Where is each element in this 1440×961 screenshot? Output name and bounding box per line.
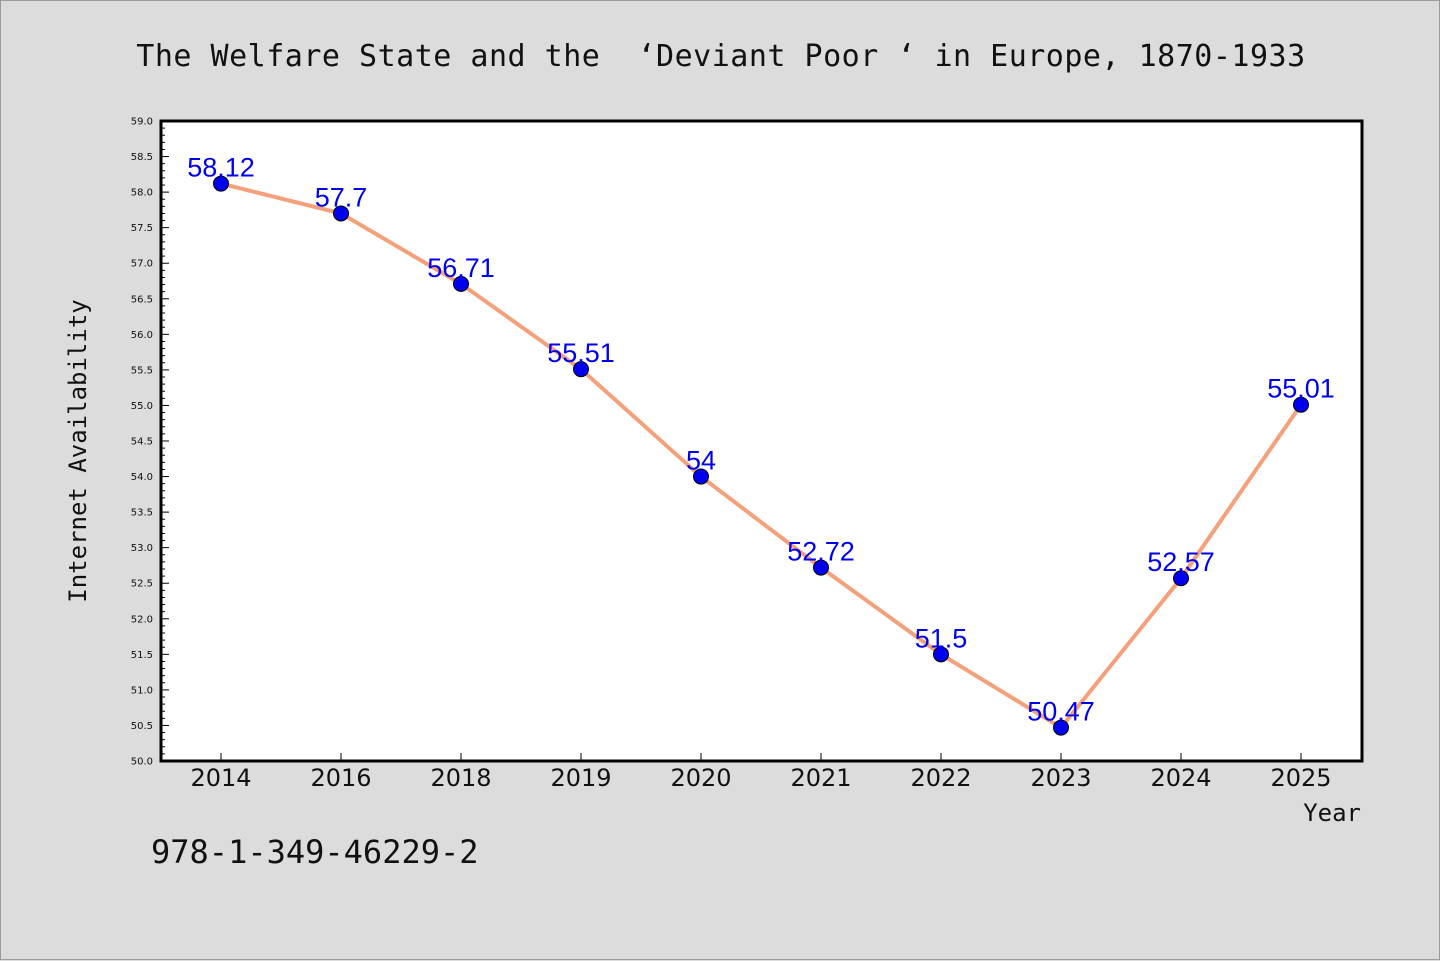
y-tick-label: 52.0 [131, 614, 153, 625]
x-tick-label: 2014 [190, 764, 251, 792]
data-point [1053, 719, 1069, 736]
x-axis-label: Year [1303, 799, 1361, 827]
data-point [813, 559, 829, 576]
y-axis-ticks: 50.0 50.5 51.0 51.5 52.0 52.5 53.0 53.5 54.0 54.5… [131, 117, 169, 768]
data-point [1173, 570, 1189, 587]
data-point [933, 646, 949, 663]
data-point [333, 205, 349, 222]
y-tick-label: 54.0 [131, 472, 153, 483]
x-tick-label: 2016 [310, 764, 371, 792]
y-tick-label: 58.0 [131, 188, 153, 199]
data-label: 52.57 [1147, 547, 1215, 577]
x-tick-label: 2018 [430, 764, 491, 792]
x-axis-ticks: 2014 2016 2018 2019 2020 2021 2022 2023 2024 2025 [190, 753, 1332, 792]
y-tick-label: 55.0 [131, 401, 153, 412]
data-point [1293, 396, 1309, 413]
y-tick-label: 52.5 [131, 579, 153, 590]
y-tick-label: 54.5 [131, 437, 153, 448]
x-tick-label: 2025 [1270, 764, 1331, 792]
data-label: 55.51 [547, 338, 615, 368]
x-tick-label: 2020 [670, 764, 731, 792]
data-label: 50.47 [1027, 697, 1095, 727]
data-point [453, 275, 469, 292]
y-tick-label: 50.5 [131, 721, 153, 732]
series-layer: 58.12 57.7 56.71 55.51 54 52.72 51.5 50.47 52.57… [187, 153, 1335, 736]
y-tick-label: 51.0 [131, 685, 153, 696]
y-tick-label: 59.0 [131, 117, 153, 128]
x-tick-label: 2022 [910, 764, 971, 792]
y-axis-label: Internet Availability [64, 299, 92, 602]
isbn-text: 978-1-349-46229-2 [151, 833, 479, 871]
data-label: 56.71 [427, 253, 495, 283]
y-tick-label: 57.0 [131, 259, 153, 270]
data-point [693, 468, 709, 485]
y-tick-label: 58.5 [131, 152, 153, 163]
y-tick-label: 56.0 [131, 330, 153, 341]
x-tick-label: 2023 [1030, 764, 1091, 792]
chart-title: The Welfare State and the ‘Deviant Poor … [136, 39, 1306, 74]
y-tick-label: 53.0 [131, 543, 153, 554]
y-tick-label: 51.5 [131, 650, 153, 661]
plot-border [159, 119, 1364, 763]
x-tick-label: 2024 [1150, 764, 1211, 792]
data-label: 51.5 [915, 623, 968, 653]
x-tick-label: 2021 [790, 764, 851, 792]
y-tick-label: 57.5 [131, 223, 153, 234]
data-label: 57.7 [315, 182, 368, 212]
data-point [213, 175, 229, 192]
data-label: 52.72 [787, 537, 855, 567]
data-label: 55.01 [1267, 374, 1335, 404]
y-tick-label: 50.0 [131, 757, 153, 768]
series-line [220, 181, 1303, 730]
data-point [573, 361, 589, 378]
data-label: 58.12 [187, 153, 255, 183]
y-tick-label: 55.5 [131, 365, 153, 376]
y-tick-label: 53.5 [131, 508, 153, 519]
data-label: 54 [686, 446, 716, 476]
x-tick-label: 2019 [550, 764, 611, 792]
plot-area [161, 121, 1362, 761]
y-tick-label: 56.5 [131, 294, 153, 305]
